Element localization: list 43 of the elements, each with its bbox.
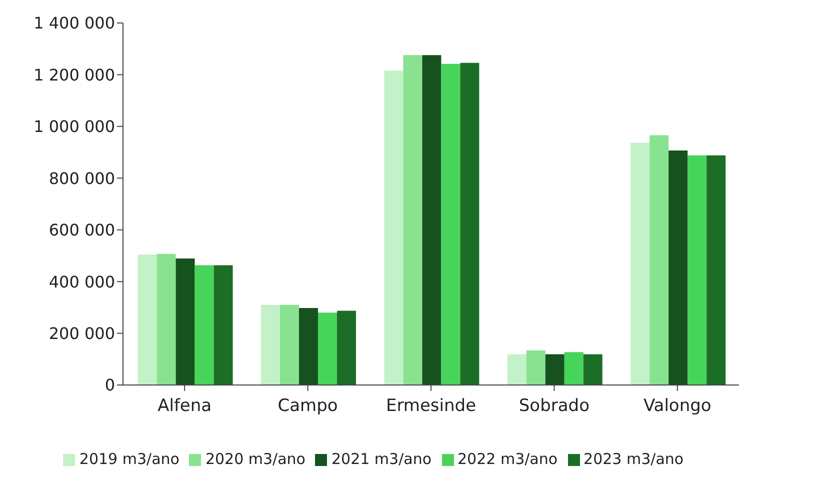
bar: [176, 258, 195, 385]
bar: [298, 308, 318, 385]
bar: [706, 155, 726, 385]
x-tick-label: Alfena: [158, 396, 212, 416]
bar: [318, 312, 337, 385]
bar: [214, 265, 233, 385]
y-tick-label: 400 000: [48, 272, 115, 292]
legend-label: 2020 m3/ano: [205, 450, 306, 468]
bar: [260, 304, 280, 385]
y-tick-label: 1 200 000: [34, 65, 115, 84]
bar: [688, 155, 707, 385]
bar: [403, 55, 422, 385]
bar: [138, 254, 157, 385]
legend-label: 2019 m3/ano: [79, 450, 180, 468]
legend-label: 2022 m3/ano: [458, 450, 558, 468]
x-tick-label: Ermesinde: [386, 396, 476, 416]
x-tick-label: Sobrado: [518, 396, 590, 416]
bar: [441, 64, 460, 385]
bar: [194, 265, 214, 385]
bar: [545, 354, 564, 385]
bar: [336, 310, 356, 385]
bar: [630, 142, 650, 385]
bar: [156, 254, 176, 385]
y-tick-label: 200 000: [48, 324, 115, 343]
bar: [422, 55, 442, 385]
bar: [526, 350, 546, 385]
y-tick-label: 1 400 000: [34, 14, 115, 33]
y-tick-label: 600 000: [48, 220, 115, 240]
x-tick-label: Valongo: [643, 396, 712, 416]
bar: [650, 135, 669, 385]
bar: [583, 354, 602, 385]
legend-label: 2021 m3/ano: [331, 450, 432, 468]
bar: [668, 150, 688, 385]
bar: [384, 70, 404, 385]
x-tick-label: Campo: [278, 396, 338, 416]
bar: [564, 352, 584, 385]
y-tick-label: 1 000 000: [34, 117, 115, 136]
y-tick-label: 800 000: [48, 168, 115, 188]
y-tick-label: 0: [104, 376, 115, 395]
bar: [460, 62, 480, 385]
bar: [280, 304, 299, 385]
bar: [507, 354, 526, 385]
legend-label: 2023 m3/ano: [584, 450, 684, 468]
